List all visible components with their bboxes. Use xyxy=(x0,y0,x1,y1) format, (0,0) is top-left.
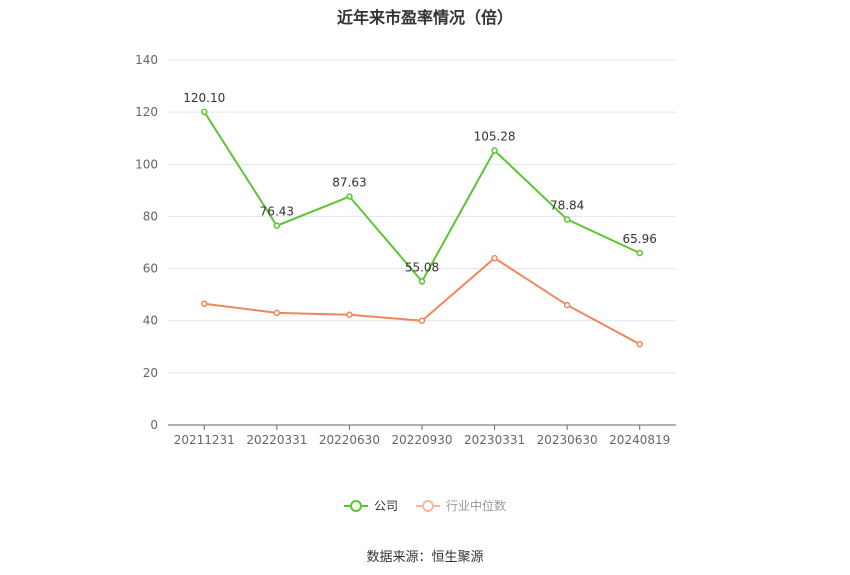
x-tick-label: 20211231 xyxy=(174,433,235,447)
data-point xyxy=(636,249,643,257)
data-point xyxy=(491,254,498,262)
axes: 0 20 40 60 80 100 120 140 20211231 20220331 202206… xyxy=(135,53,676,447)
data-point xyxy=(491,147,498,154)
data-point xyxy=(636,340,643,348)
gridlines xyxy=(168,59,676,374)
data-point xyxy=(418,278,426,285)
x-tick-label: 20220930 xyxy=(391,433,452,447)
data-point xyxy=(563,301,571,309)
data-point xyxy=(418,317,426,324)
legend-label: 公司 xyxy=(373,499,398,513)
legend-line-icon xyxy=(416,499,440,512)
series-line xyxy=(203,111,641,284)
x-tick-label: 20220630 xyxy=(319,433,380,447)
y-tick-label: 40 xyxy=(143,314,158,328)
data-labels: 120.10 76.43 87.63 55.08 105.28 78.84 65.96 xyxy=(183,91,657,275)
y-tick-label: 140 xyxy=(135,53,158,67)
data-point xyxy=(563,216,571,223)
data-point xyxy=(273,309,281,317)
x-tick-label: 20230630 xyxy=(537,433,598,447)
data-label: 87.63 xyxy=(332,176,366,190)
y-tick-label: 120 xyxy=(135,105,158,119)
data-label: 76.43 xyxy=(260,205,294,219)
y-tick-label: 0 xyxy=(150,418,158,432)
data-point xyxy=(346,311,353,318)
series xyxy=(201,108,643,348)
y-tick-label: 100 xyxy=(135,157,158,171)
data-label: 120.10 xyxy=(183,91,225,105)
legend-label: 行业中位数 xyxy=(446,499,507,513)
x-tick-label: 20230331 xyxy=(464,433,525,447)
data-source: 数据来源：恒生聚源 xyxy=(366,550,484,565)
legend-item-company[interactable]: 公司 xyxy=(343,497,398,514)
legend-line-icon xyxy=(343,499,368,512)
data-label: 65.96 xyxy=(623,232,657,246)
x-tick-label: 20240819 xyxy=(609,433,670,447)
legend-item-industry-median[interactable]: 行业中位数 xyxy=(416,497,506,514)
data-label: 78.84 xyxy=(550,198,584,212)
chart-title: 近年来市盈率情况（倍） xyxy=(336,8,513,27)
y-tick-label: 60 xyxy=(143,262,158,276)
y-tick-label: 20 xyxy=(143,366,158,380)
data-point xyxy=(201,300,208,308)
data-point xyxy=(201,108,208,116)
y-tick-label: 80 xyxy=(143,209,158,223)
data-label: 105.28 xyxy=(474,130,516,144)
data-point xyxy=(273,222,281,229)
legend: 公司 行业中位数 xyxy=(0,497,850,514)
x-tick-label: 20220331 xyxy=(246,433,307,447)
data-point xyxy=(346,193,353,200)
data-label: 55.08 xyxy=(405,260,439,274)
